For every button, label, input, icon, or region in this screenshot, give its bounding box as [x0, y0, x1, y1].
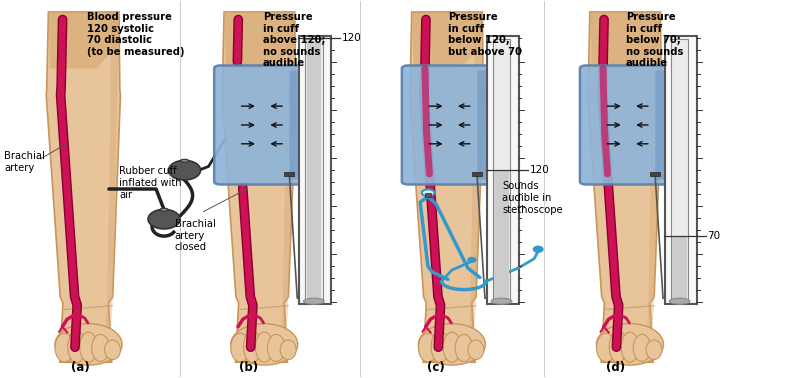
Bar — [425, 193, 431, 197]
Ellipse shape — [55, 324, 122, 365]
Text: Blood pressure
120 systolic
70 diastolic
(to be measured): Blood pressure 120 systolic 70 diastolic… — [87, 12, 185, 57]
Bar — [672, 236, 686, 301]
Ellipse shape — [169, 160, 201, 180]
Ellipse shape — [422, 189, 434, 196]
FancyBboxPatch shape — [290, 70, 306, 180]
Ellipse shape — [105, 340, 121, 359]
Polygon shape — [222, 12, 296, 362]
Ellipse shape — [148, 209, 180, 229]
Ellipse shape — [534, 246, 543, 252]
Bar — [650, 172, 660, 176]
Ellipse shape — [303, 298, 324, 304]
Ellipse shape — [468, 257, 476, 262]
Ellipse shape — [243, 331, 261, 363]
Bar — [305, 39, 322, 301]
Text: 70: 70 — [707, 231, 721, 241]
FancyBboxPatch shape — [402, 65, 493, 184]
Ellipse shape — [468, 340, 484, 359]
Bar — [493, 39, 510, 301]
Text: Rubber cuff
inflated with
air: Rubber cuff inflated with air — [119, 166, 182, 200]
FancyBboxPatch shape — [655, 70, 672, 180]
Ellipse shape — [597, 333, 616, 362]
Bar — [487, 36, 519, 304]
Text: Pressure
in cuff
below 70;
no sounds
audible: Pressure in cuff below 70; no sounds aud… — [626, 12, 683, 68]
Polygon shape — [646, 12, 660, 362]
Polygon shape — [224, 12, 294, 68]
Polygon shape — [410, 12, 484, 362]
Ellipse shape — [491, 298, 512, 304]
Ellipse shape — [455, 335, 473, 361]
Polygon shape — [590, 12, 660, 68]
Ellipse shape — [418, 324, 486, 365]
Text: Pressure
in cuff
above 120;
no sounds
audible: Pressure in cuff above 120; no sounds au… — [262, 12, 325, 68]
Polygon shape — [412, 12, 482, 68]
Ellipse shape — [160, 208, 168, 211]
Ellipse shape — [431, 331, 449, 363]
Polygon shape — [468, 12, 482, 362]
Text: Sounds
audible in
stethoscope: Sounds audible in stethoscope — [502, 181, 563, 215]
FancyBboxPatch shape — [580, 65, 670, 184]
Ellipse shape — [670, 298, 690, 304]
Bar — [671, 39, 688, 301]
Bar — [299, 36, 331, 304]
Ellipse shape — [230, 324, 298, 365]
Ellipse shape — [597, 324, 663, 365]
Ellipse shape — [92, 335, 110, 361]
Bar — [472, 172, 482, 176]
Text: (c): (c) — [427, 361, 445, 373]
Text: Brachial
artery
closed: Brachial artery closed — [174, 219, 216, 253]
Bar — [306, 41, 321, 301]
Ellipse shape — [622, 332, 638, 362]
Text: 120: 120 — [342, 33, 362, 43]
Bar — [666, 36, 697, 304]
Text: (a): (a) — [71, 361, 90, 373]
FancyBboxPatch shape — [478, 70, 494, 180]
Text: (b): (b) — [238, 361, 258, 373]
Ellipse shape — [646, 340, 662, 359]
Polygon shape — [280, 12, 294, 362]
Ellipse shape — [181, 159, 189, 162]
Ellipse shape — [267, 335, 285, 361]
Polygon shape — [46, 12, 121, 362]
Polygon shape — [588, 12, 662, 362]
Ellipse shape — [255, 332, 273, 362]
Bar — [494, 171, 509, 301]
Ellipse shape — [68, 331, 86, 363]
Ellipse shape — [55, 333, 74, 362]
Ellipse shape — [80, 332, 98, 362]
Ellipse shape — [633, 335, 650, 361]
Text: Brachial
artery: Brachial artery — [4, 151, 45, 173]
Ellipse shape — [230, 333, 250, 362]
Ellipse shape — [280, 340, 296, 359]
Polygon shape — [49, 12, 119, 68]
Text: Pressure
in cuff
below 120,
but above 70: Pressure in cuff below 120, but above 70 — [448, 12, 522, 57]
Text: 120: 120 — [530, 165, 549, 175]
FancyBboxPatch shape — [214, 65, 305, 184]
Ellipse shape — [418, 333, 438, 362]
Polygon shape — [105, 12, 119, 362]
Text: (d): (d) — [606, 361, 625, 373]
Bar — [285, 172, 294, 176]
Ellipse shape — [443, 332, 461, 362]
Ellipse shape — [610, 331, 627, 363]
